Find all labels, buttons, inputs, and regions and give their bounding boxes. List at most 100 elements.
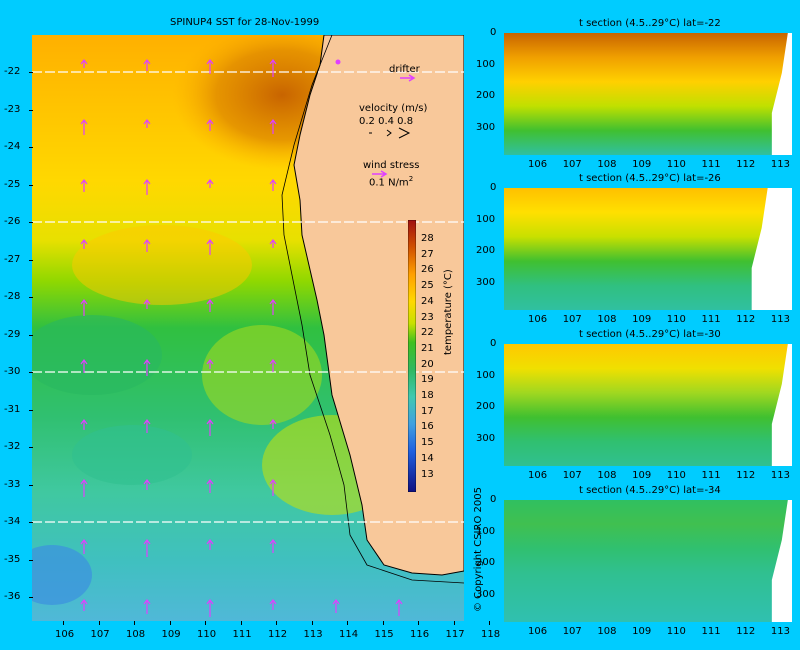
- section-lon-tick: 113: [770, 626, 790, 637]
- velocity-arrow: [206, 299, 214, 312]
- lon-tick-mark: [63, 621, 64, 625]
- section-field: [504, 33, 792, 155]
- map-title: SPINUP4 SST for 28-Nov-1999: [170, 17, 320, 28]
- section-depth-tick: 100: [476, 213, 496, 225]
- velocity-arrow: [80, 239, 88, 249]
- lat-tick-label: -24: [4, 141, 21, 152]
- section-lon-tick: 106: [528, 470, 548, 481]
- velocity-arrows: [80, 59, 403, 617]
- section-lon-tick: 109: [632, 470, 652, 481]
- lat-tick-mark: [29, 559, 33, 561]
- velocity-arrow: [206, 179, 214, 188]
- section-depth-tick: 300: [476, 121, 496, 133]
- velocity-arrow: [269, 239, 277, 248]
- section-title: t section (4.5..29°C) lat=-22: [579, 18, 721, 29]
- colorbar-tick-label: 24: [421, 295, 434, 307]
- section-depth-tick: 300: [476, 276, 496, 288]
- velocity-arrow: [206, 479, 214, 493]
- section-svg: [504, 33, 792, 155]
- section-plot: [504, 33, 792, 155]
- velocity-arrow: [80, 119, 88, 135]
- velocity-arrow: [269, 359, 277, 372]
- section-field: [504, 188, 792, 310]
- section-depth-tick: 300: [476, 432, 496, 444]
- colorbar-tick-label: 18: [421, 390, 434, 401]
- velocity-arrow: [206, 119, 214, 131]
- lat-tick-mark: [29, 597, 33, 598]
- lon-tick-label: 107: [90, 629, 110, 640]
- section-svg: [504, 188, 792, 310]
- section-lon-tick: 106: [528, 626, 548, 637]
- lon-tick-label: 116: [410, 629, 430, 640]
- velocity-arrow: [80, 539, 88, 554]
- velocity-arrow: [80, 599, 88, 611]
- velocity-arrow: [80, 179, 88, 192]
- lon-tick-label: 113: [303, 629, 323, 640]
- velocity-arrow: [206, 419, 214, 436]
- section-lon-tick: 111: [701, 626, 721, 637]
- lat-tick-mark: [29, 147, 33, 148]
- colorbar-tick-label: 14: [421, 452, 434, 464]
- wind-scale-arrow: [372, 170, 388, 178]
- section-lon-tick: 109: [632, 314, 652, 325]
- lon-tick-label: 115: [374, 629, 394, 640]
- lon-tick-label: 118: [481, 629, 501, 640]
- section-depth-tick: 0: [490, 338, 497, 349]
- velocity-arrow: [143, 179, 151, 195]
- velocity-arrow: [269, 419, 277, 429]
- section-title: t section (4.5..29°C) lat=-34: [579, 485, 721, 496]
- section-svg: [504, 344, 792, 466]
- colorbar-tick-label: 21: [421, 342, 434, 354]
- section-field: [504, 344, 792, 466]
- velocity-arrow: [80, 419, 88, 430]
- wind-scale-exp: 2: [408, 175, 414, 183]
- section-depth-tick: 0: [490, 27, 497, 38]
- sst-map-svg: [32, 35, 464, 621]
- lat-tick-label: -30: [4, 366, 21, 377]
- lon-tick-mark: [98, 621, 100, 625]
- section-lines: [32, 71, 464, 523]
- velocity-arrow: [332, 599, 340, 613]
- section-depth-tick: 0: [490, 182, 497, 193]
- section-lon-tick: 106: [528, 314, 548, 325]
- section-depth-tick: 200: [476, 245, 496, 256]
- drifter-icon: [400, 74, 416, 82]
- section-lon-tick: 113: [770, 470, 790, 481]
- velocity-arrow: [206, 539, 214, 550]
- section-depth-tick: 0: [490, 494, 497, 505]
- lat-tick-label: -34: [4, 516, 21, 527]
- velocity-arrow: [80, 59, 88, 68]
- velocity-arrow: [80, 479, 88, 497]
- lat-tick-mark: [29, 297, 33, 298]
- lon-tick-label: 117: [445, 629, 465, 640]
- section-title: t section (4.5..29°C) lat=-30: [579, 329, 721, 340]
- wind-scale-text: 0.1 N/m: [369, 177, 409, 189]
- lat-tick-label: -26: [4, 216, 21, 227]
- section-depth-tick: 300: [476, 588, 496, 600]
- velocity-arrow: [80, 359, 88, 373]
- lat-tick-mark: [29, 222, 33, 223]
- section-bathymetry: [771, 344, 792, 466]
- section-lon-tick: 110: [666, 470, 686, 481]
- lat-tick-label: -36: [4, 591, 21, 602]
- colorbar: [407, 219, 417, 493]
- lat-tick-mark: [29, 447, 33, 448]
- velocity-arrow: [269, 299, 277, 315]
- velocity-arrow: [206, 239, 214, 255]
- lon-tick-mark: [418, 621, 419, 625]
- velocity-arrow: [143, 359, 151, 376]
- velocity-arrow: [143, 59, 151, 71]
- lat-tick-label: -33: [4, 478, 21, 490]
- section-lon-tick: 109: [632, 159, 652, 170]
- velocity-arrow: [269, 119, 277, 134]
- section-depth-tick: 100: [476, 58, 496, 70]
- velocity-scale: 0.2 0.4 0.8: [359, 116, 414, 127]
- velocity-arrow: [206, 599, 214, 617]
- section-depth-tick: 100: [476, 369, 496, 381]
- drifter-marker: [335, 59, 341, 65]
- lon-tick-mark: [276, 621, 277, 625]
- lat-tick-label: -28: [4, 291, 21, 302]
- lon-tick-label: 109: [161, 629, 181, 640]
- velocity-arrow: [143, 419, 151, 433]
- section-lon-tick: 108: [597, 626, 617, 637]
